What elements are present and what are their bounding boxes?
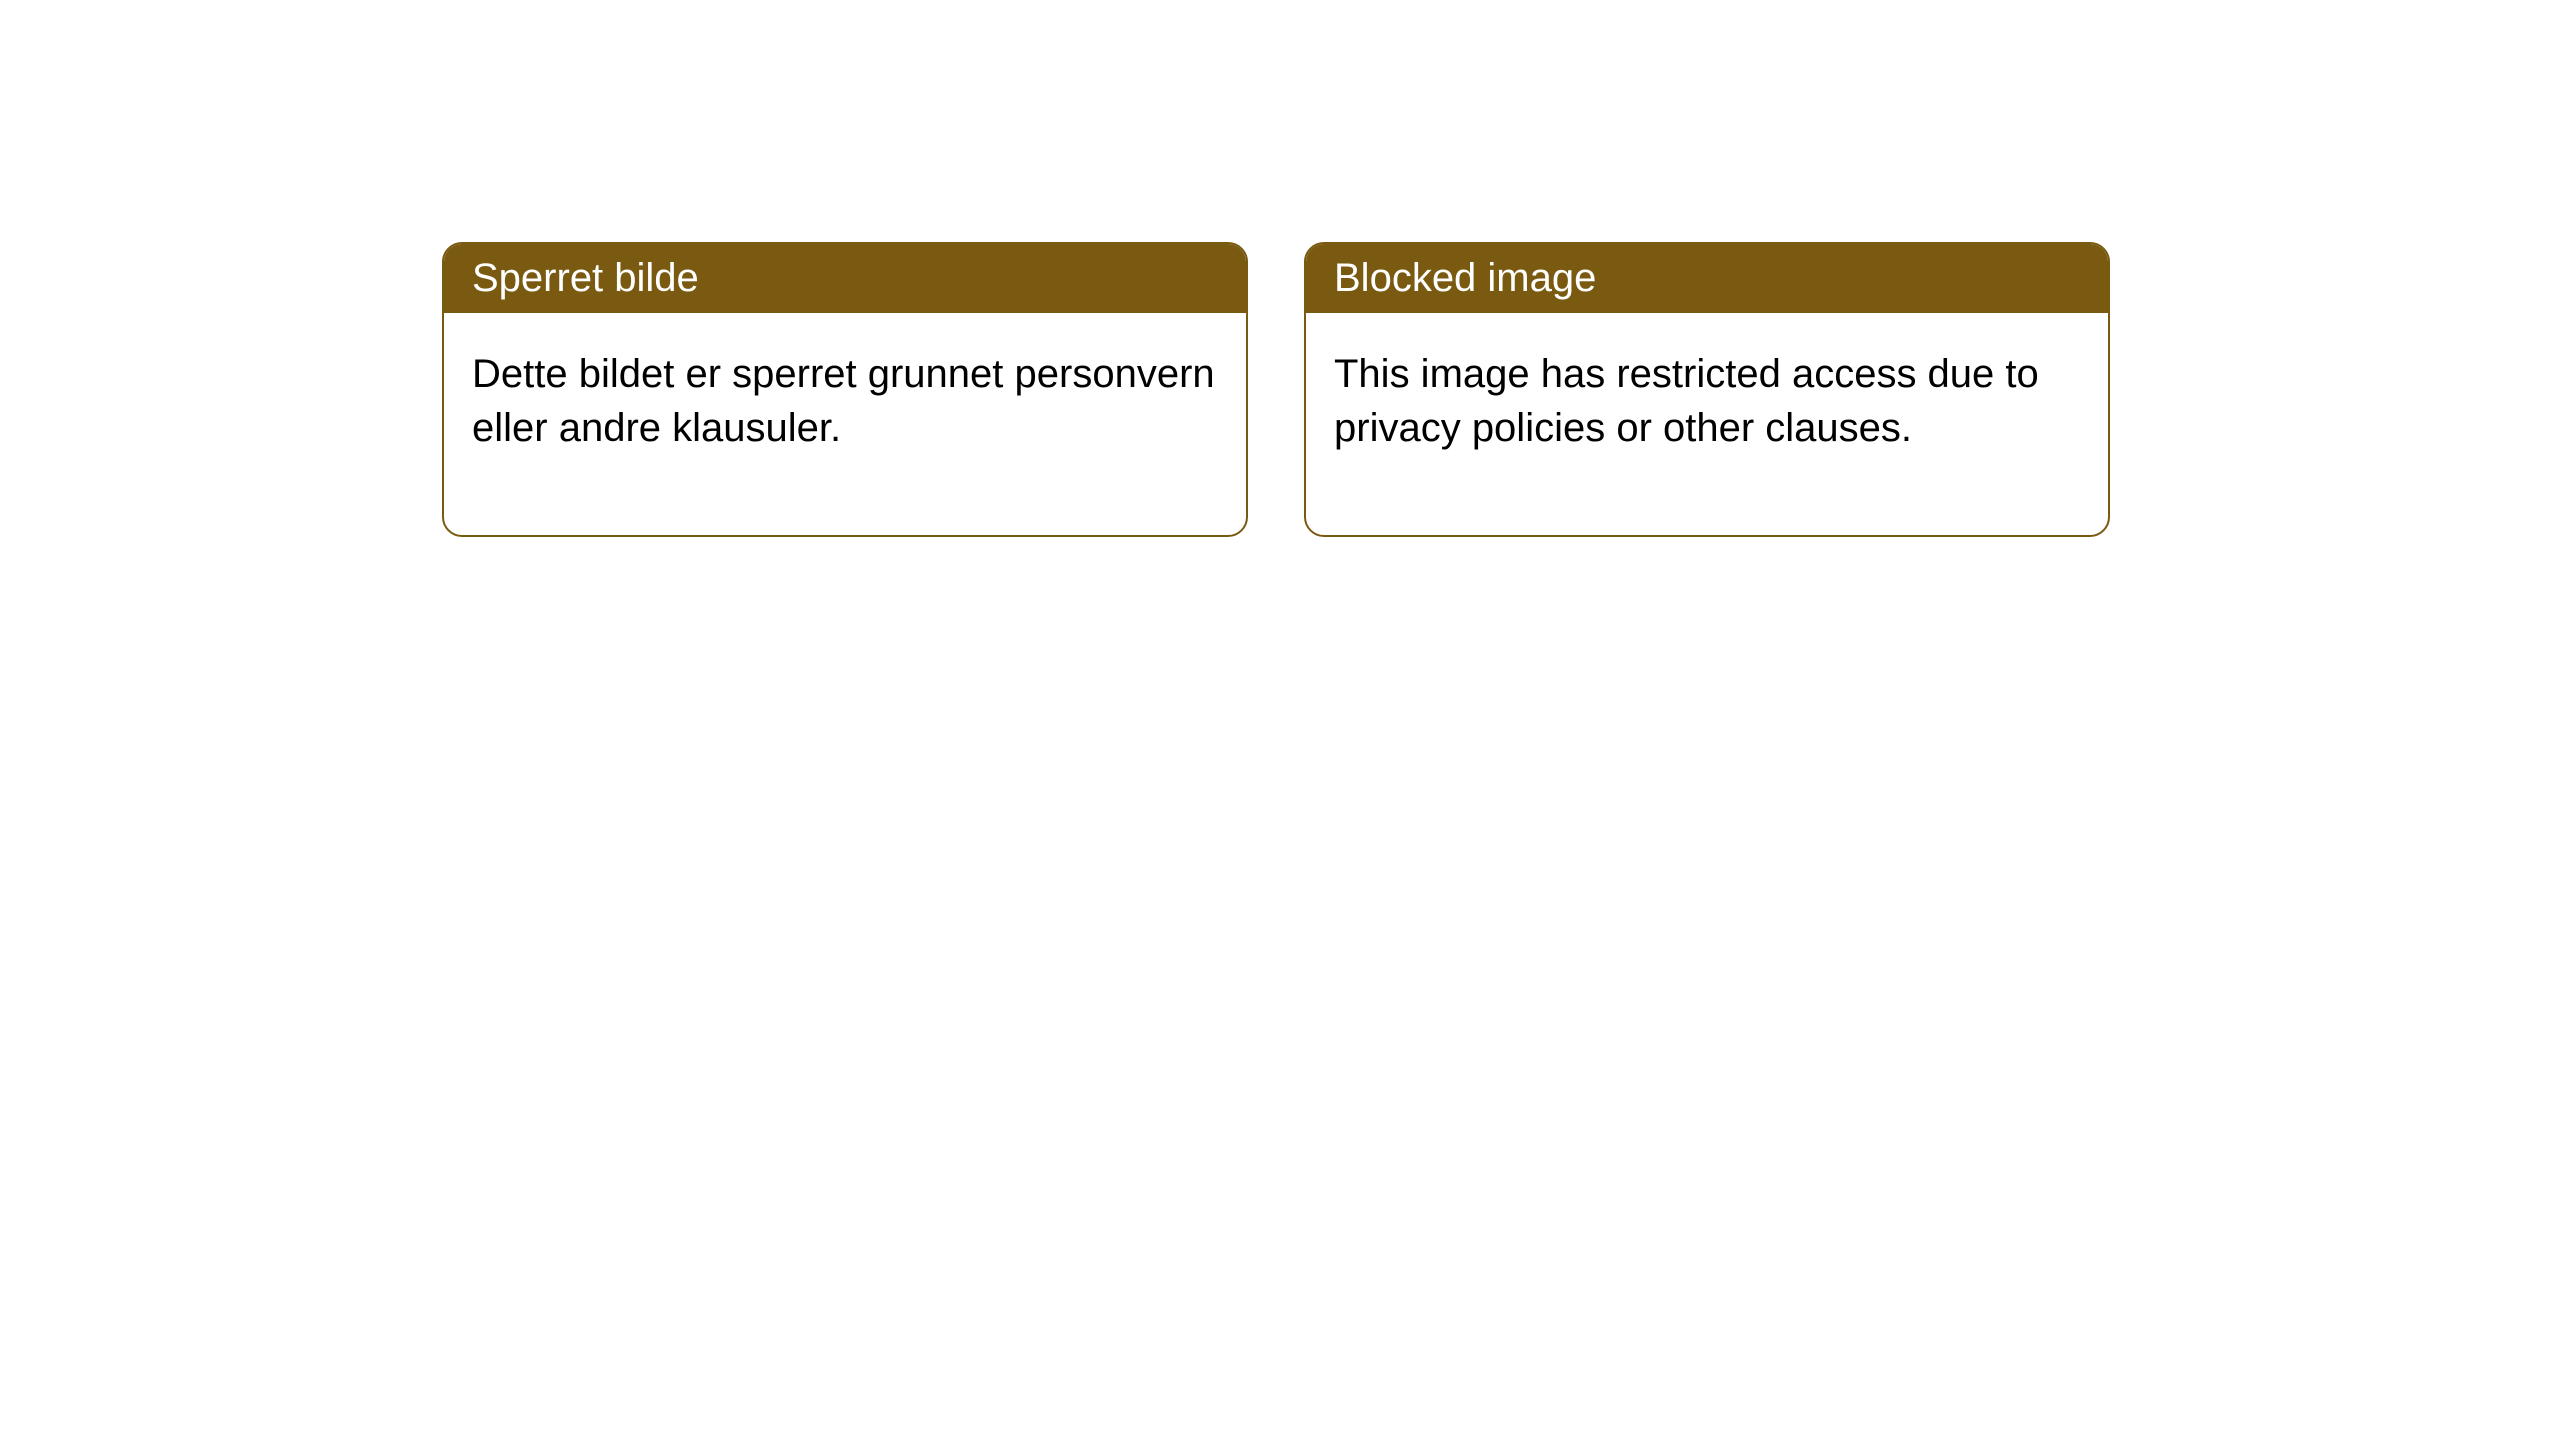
card-message: This image has restricted access due to … (1334, 352, 2039, 450)
card-header: Sperret bilde (444, 244, 1246, 313)
card-body: This image has restricted access due to … (1306, 313, 2108, 535)
card-message: Dette bildet er sperret grunnet personve… (472, 352, 1215, 450)
card-title: Sperret bilde (472, 256, 699, 300)
blocked-image-card-english: Blocked image This image has restricted … (1304, 242, 2110, 537)
blocked-image-card-norwegian: Sperret bilde Dette bildet er sperret gr… (442, 242, 1248, 537)
card-title: Blocked image (1334, 256, 1596, 300)
notice-cards-container: Sperret bilde Dette bildet er sperret gr… (442, 242, 2110, 537)
card-header: Blocked image (1306, 244, 2108, 313)
card-body: Dette bildet er sperret grunnet personve… (444, 313, 1246, 535)
